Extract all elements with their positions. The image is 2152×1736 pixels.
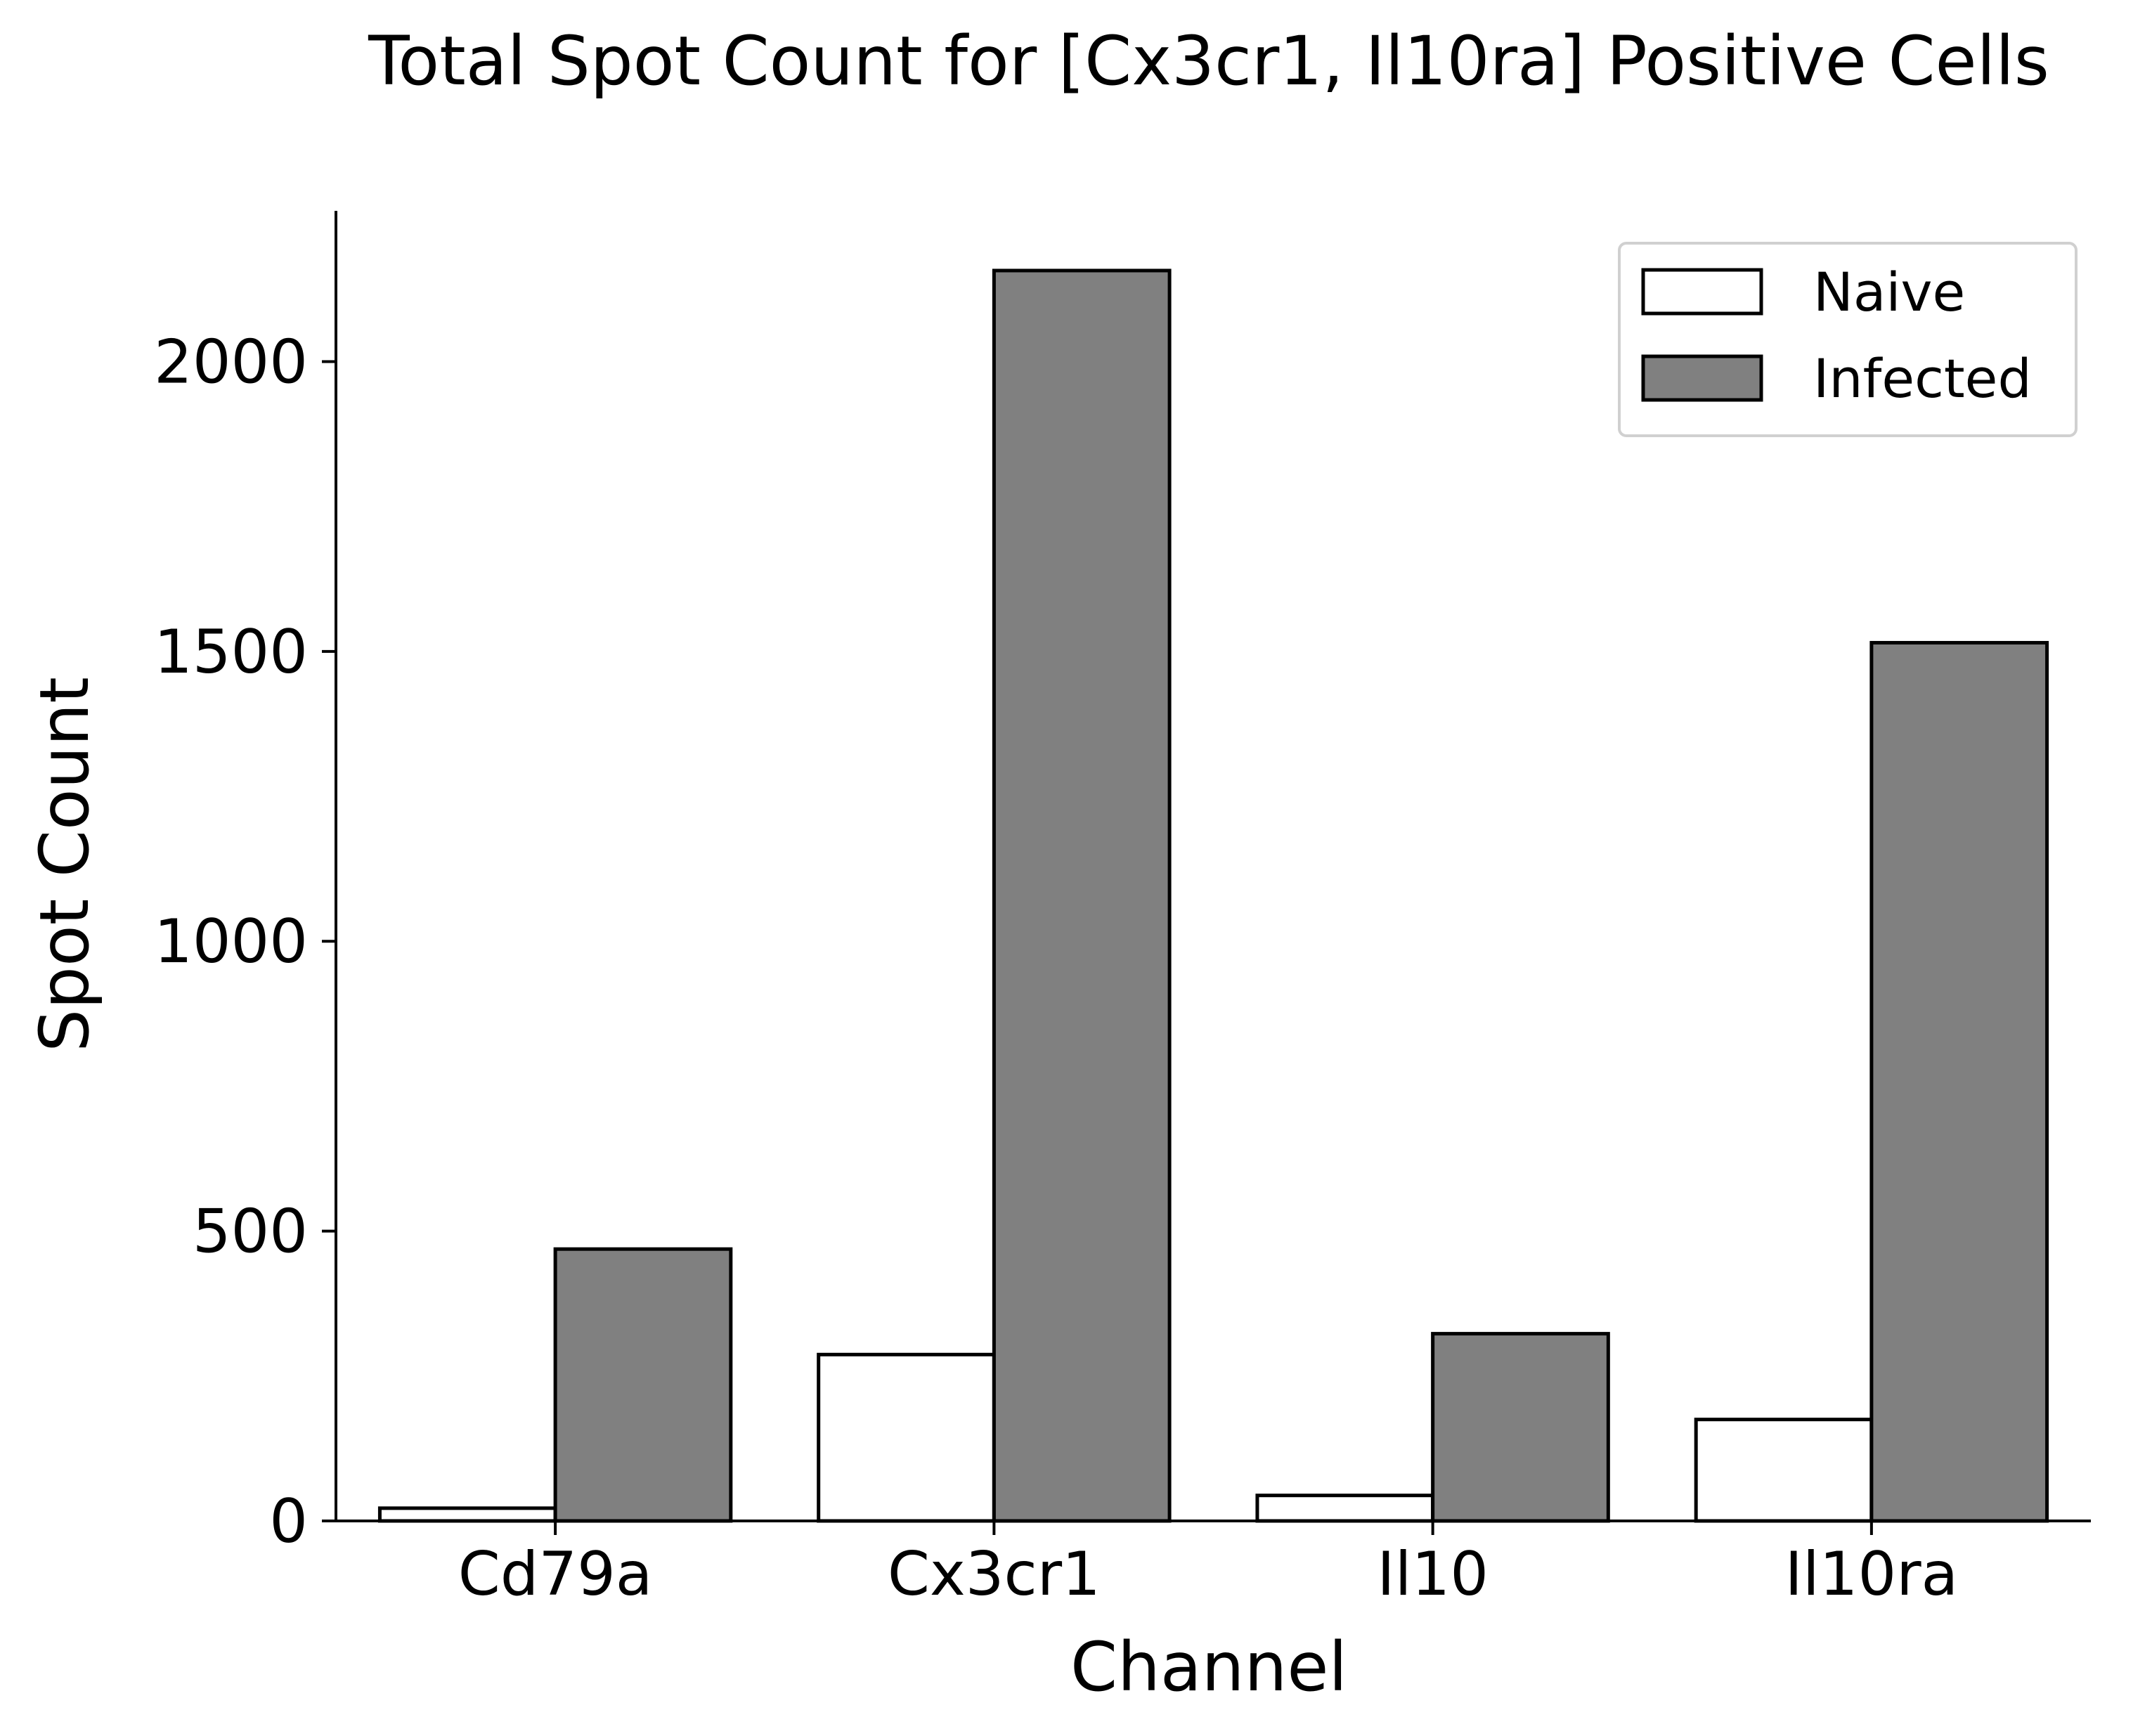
y-tick-label: 500 <box>193 1197 308 1267</box>
legend: Naive Infected <box>1618 242 2078 437</box>
x-axis-label: Channel <box>1070 1628 1347 1706</box>
y-tick-label: 2000 <box>154 327 308 397</box>
legend-label-infected: Infected <box>1813 347 2032 410</box>
x-tick-label-il10: Il10 <box>1377 1539 1489 1609</box>
legend-swatch-naive <box>1641 268 1763 316</box>
bars-group <box>377 268 2049 1523</box>
bar-naive-il10ra <box>1694 1418 1874 1523</box>
y-tick-label: 0 <box>269 1486 308 1557</box>
y-axis-label: Spot Count <box>25 677 104 1052</box>
legend-swatch-infected <box>1641 354 1763 402</box>
chart-title: Total Spot Count for [Cx3cr1, Il10ra] Po… <box>368 22 2049 101</box>
bar-naive-cx3cr1 <box>817 1352 996 1523</box>
axes-group: 0 500 1000 1500 2000 Cd79a Cx3cr1 Il10 Il10ra <box>154 211 2091 1609</box>
y-tick-label: 1500 <box>154 617 308 687</box>
bar-infected-il10ra <box>1869 640 2049 1523</box>
legend-label-naive: Naive <box>1813 261 1965 323</box>
bar-naive-cd79a <box>377 1506 557 1523</box>
bar-infected-cd79a <box>553 1247 733 1523</box>
x-tick-label-il10ra: Il10ra <box>1785 1539 1959 1609</box>
y-tick-label: 1000 <box>154 907 308 977</box>
bar-naive-il10 <box>1255 1494 1435 1523</box>
x-tick-label-cd79a: Cd79a <box>458 1539 653 1609</box>
bar-infected-cx3cr1 <box>992 268 1172 1523</box>
x-tick-label-cx3cr1: Cx3cr1 <box>888 1539 1101 1609</box>
bar-infected-il10 <box>1431 1332 1610 1523</box>
